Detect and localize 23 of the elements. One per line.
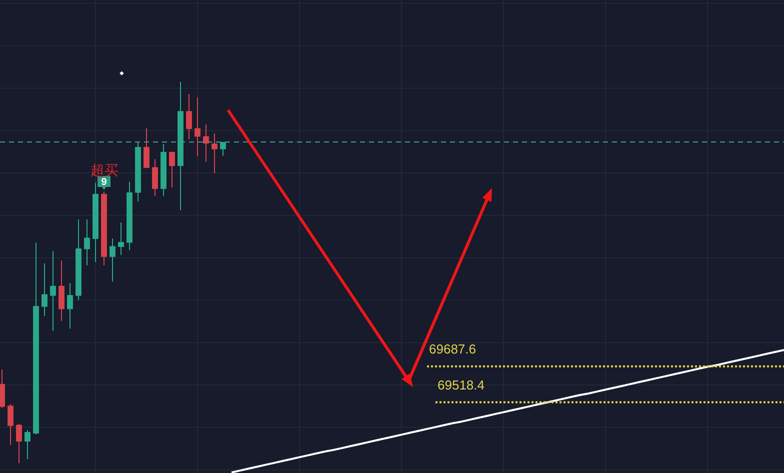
candlestick	[8, 404, 14, 446]
candlestick	[220, 141, 226, 156]
candlestick	[203, 124, 209, 162]
candlestick	[144, 128, 150, 168]
candlestick	[169, 151, 175, 188]
candlestick	[118, 222, 124, 256]
candlestick	[58, 260, 64, 322]
annotation: 69687.6	[429, 342, 476, 356]
candlestick	[0, 368, 5, 408]
candlestick	[110, 238, 116, 282]
candlestick	[152, 158, 158, 196]
candlestick	[50, 250, 56, 332]
candlestick	[194, 96, 200, 157]
annotation: 69518.4	[438, 378, 484, 392]
annotation: 超买	[90, 162, 118, 178]
candlestick	[67, 282, 73, 330]
candlestick	[84, 218, 90, 266]
candlestick	[16, 423, 22, 464]
candlestick	[42, 262, 48, 316]
annotation: 9	[101, 177, 108, 188]
candlestick	[24, 430, 30, 460]
candlestick	[212, 133, 218, 174]
candlestick	[186, 93, 192, 140]
